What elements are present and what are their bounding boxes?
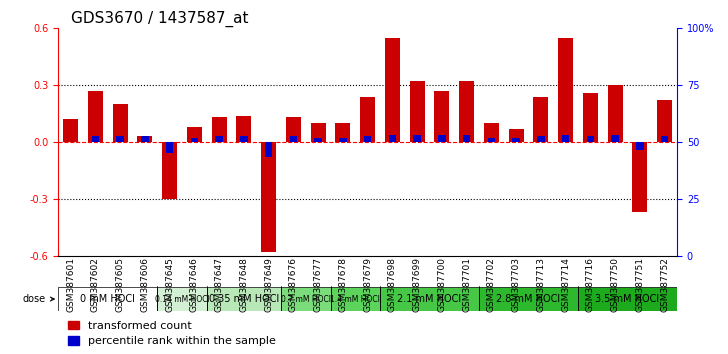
Bar — [113, 104, 127, 142]
Text: GSM387751: GSM387751 — [636, 257, 644, 312]
Text: GSM387676: GSM387676 — [289, 257, 298, 312]
FancyBboxPatch shape — [331, 287, 380, 310]
Text: GSM387702: GSM387702 — [487, 257, 496, 312]
Bar — [237, 115, 251, 142]
Bar — [92, 136, 99, 142]
Text: 2.1 mM HOCl: 2.1 mM HOCl — [397, 294, 462, 304]
Bar — [88, 91, 103, 142]
Bar — [562, 135, 569, 142]
Bar — [286, 118, 301, 142]
Text: GSM387716: GSM387716 — [586, 257, 595, 312]
Text: 0.35 mM HOCl: 0.35 mM HOCl — [209, 294, 279, 304]
Bar — [261, 142, 276, 252]
Bar — [191, 138, 198, 142]
Bar — [608, 85, 622, 142]
Bar — [484, 123, 499, 142]
Text: GSM387677: GSM387677 — [314, 257, 323, 312]
Bar — [509, 129, 523, 142]
Text: GSM387714: GSM387714 — [561, 257, 570, 312]
Bar — [435, 91, 449, 142]
Bar — [360, 97, 375, 142]
FancyBboxPatch shape — [479, 287, 578, 310]
Bar — [661, 136, 668, 142]
Text: 2.8 mM HOCl: 2.8 mM HOCl — [496, 294, 561, 304]
Text: GSM387602: GSM387602 — [91, 257, 100, 312]
Bar — [116, 136, 124, 142]
Bar — [141, 136, 149, 142]
Bar — [414, 135, 421, 142]
Bar — [314, 138, 322, 142]
FancyBboxPatch shape — [58, 287, 157, 310]
Text: GSM387679: GSM387679 — [363, 257, 372, 312]
Text: GSM387699: GSM387699 — [413, 257, 422, 312]
Bar — [636, 142, 644, 150]
Bar — [339, 138, 347, 142]
Text: GSM387605: GSM387605 — [116, 257, 124, 312]
Text: GSM387678: GSM387678 — [339, 257, 347, 312]
Bar — [438, 135, 446, 142]
Text: GSM387606: GSM387606 — [141, 257, 149, 312]
Bar — [212, 118, 226, 142]
Text: GSM387750: GSM387750 — [611, 257, 620, 312]
Text: 1.4 mM HOCl: 1.4 mM HOCl — [331, 295, 380, 303]
Text: GSM387601: GSM387601 — [66, 257, 75, 312]
Bar — [162, 142, 177, 199]
Bar — [583, 93, 598, 142]
Bar — [336, 123, 350, 142]
Bar — [138, 136, 152, 142]
Text: dose: dose — [23, 294, 54, 304]
Bar — [463, 135, 470, 142]
Bar — [215, 136, 223, 142]
Text: GSM387703: GSM387703 — [512, 257, 521, 312]
Text: 3.5 mM HOCl: 3.5 mM HOCl — [596, 294, 660, 304]
FancyBboxPatch shape — [207, 287, 281, 310]
Bar — [513, 138, 520, 142]
FancyBboxPatch shape — [578, 287, 677, 310]
FancyBboxPatch shape — [380, 287, 479, 310]
Bar — [488, 138, 495, 142]
Bar — [534, 97, 548, 142]
Bar — [537, 136, 545, 142]
Text: GSM387645: GSM387645 — [165, 257, 174, 312]
Bar — [410, 81, 424, 142]
Bar — [311, 123, 325, 142]
Text: GSM387698: GSM387698 — [388, 257, 397, 312]
Text: GSM387701: GSM387701 — [462, 257, 471, 312]
Text: GSM387752: GSM387752 — [660, 257, 669, 312]
Bar — [240, 136, 248, 142]
Bar — [657, 101, 672, 142]
Bar — [389, 135, 396, 142]
Bar — [459, 81, 474, 142]
Bar — [63, 119, 78, 142]
Legend: transformed count, percentile rank within the sample: transformed count, percentile rank withi… — [64, 316, 280, 351]
Bar — [166, 142, 173, 154]
Text: GSM387648: GSM387648 — [240, 257, 248, 312]
Bar — [612, 135, 619, 142]
Bar — [290, 136, 297, 142]
Bar — [364, 136, 371, 142]
Text: GSM387647: GSM387647 — [215, 257, 223, 312]
Bar — [187, 127, 202, 142]
Bar — [385, 38, 400, 142]
Text: GSM387649: GSM387649 — [264, 257, 273, 312]
Text: GSM387700: GSM387700 — [438, 257, 446, 312]
Text: 0.7 mM HOCl: 0.7 mM HOCl — [281, 295, 331, 303]
FancyBboxPatch shape — [281, 287, 331, 310]
FancyBboxPatch shape — [157, 287, 207, 310]
Text: GSM387646: GSM387646 — [190, 257, 199, 312]
Text: 0.14 mM HOCl: 0.14 mM HOCl — [154, 295, 210, 303]
Bar — [265, 142, 272, 157]
Bar — [558, 38, 573, 142]
Bar — [633, 142, 647, 212]
Text: GSM387713: GSM387713 — [537, 257, 545, 312]
Text: GDS3670 / 1437587_at: GDS3670 / 1437587_at — [71, 11, 248, 27]
Bar — [587, 136, 594, 142]
Text: 0 mM HOCl: 0 mM HOCl — [80, 294, 135, 304]
